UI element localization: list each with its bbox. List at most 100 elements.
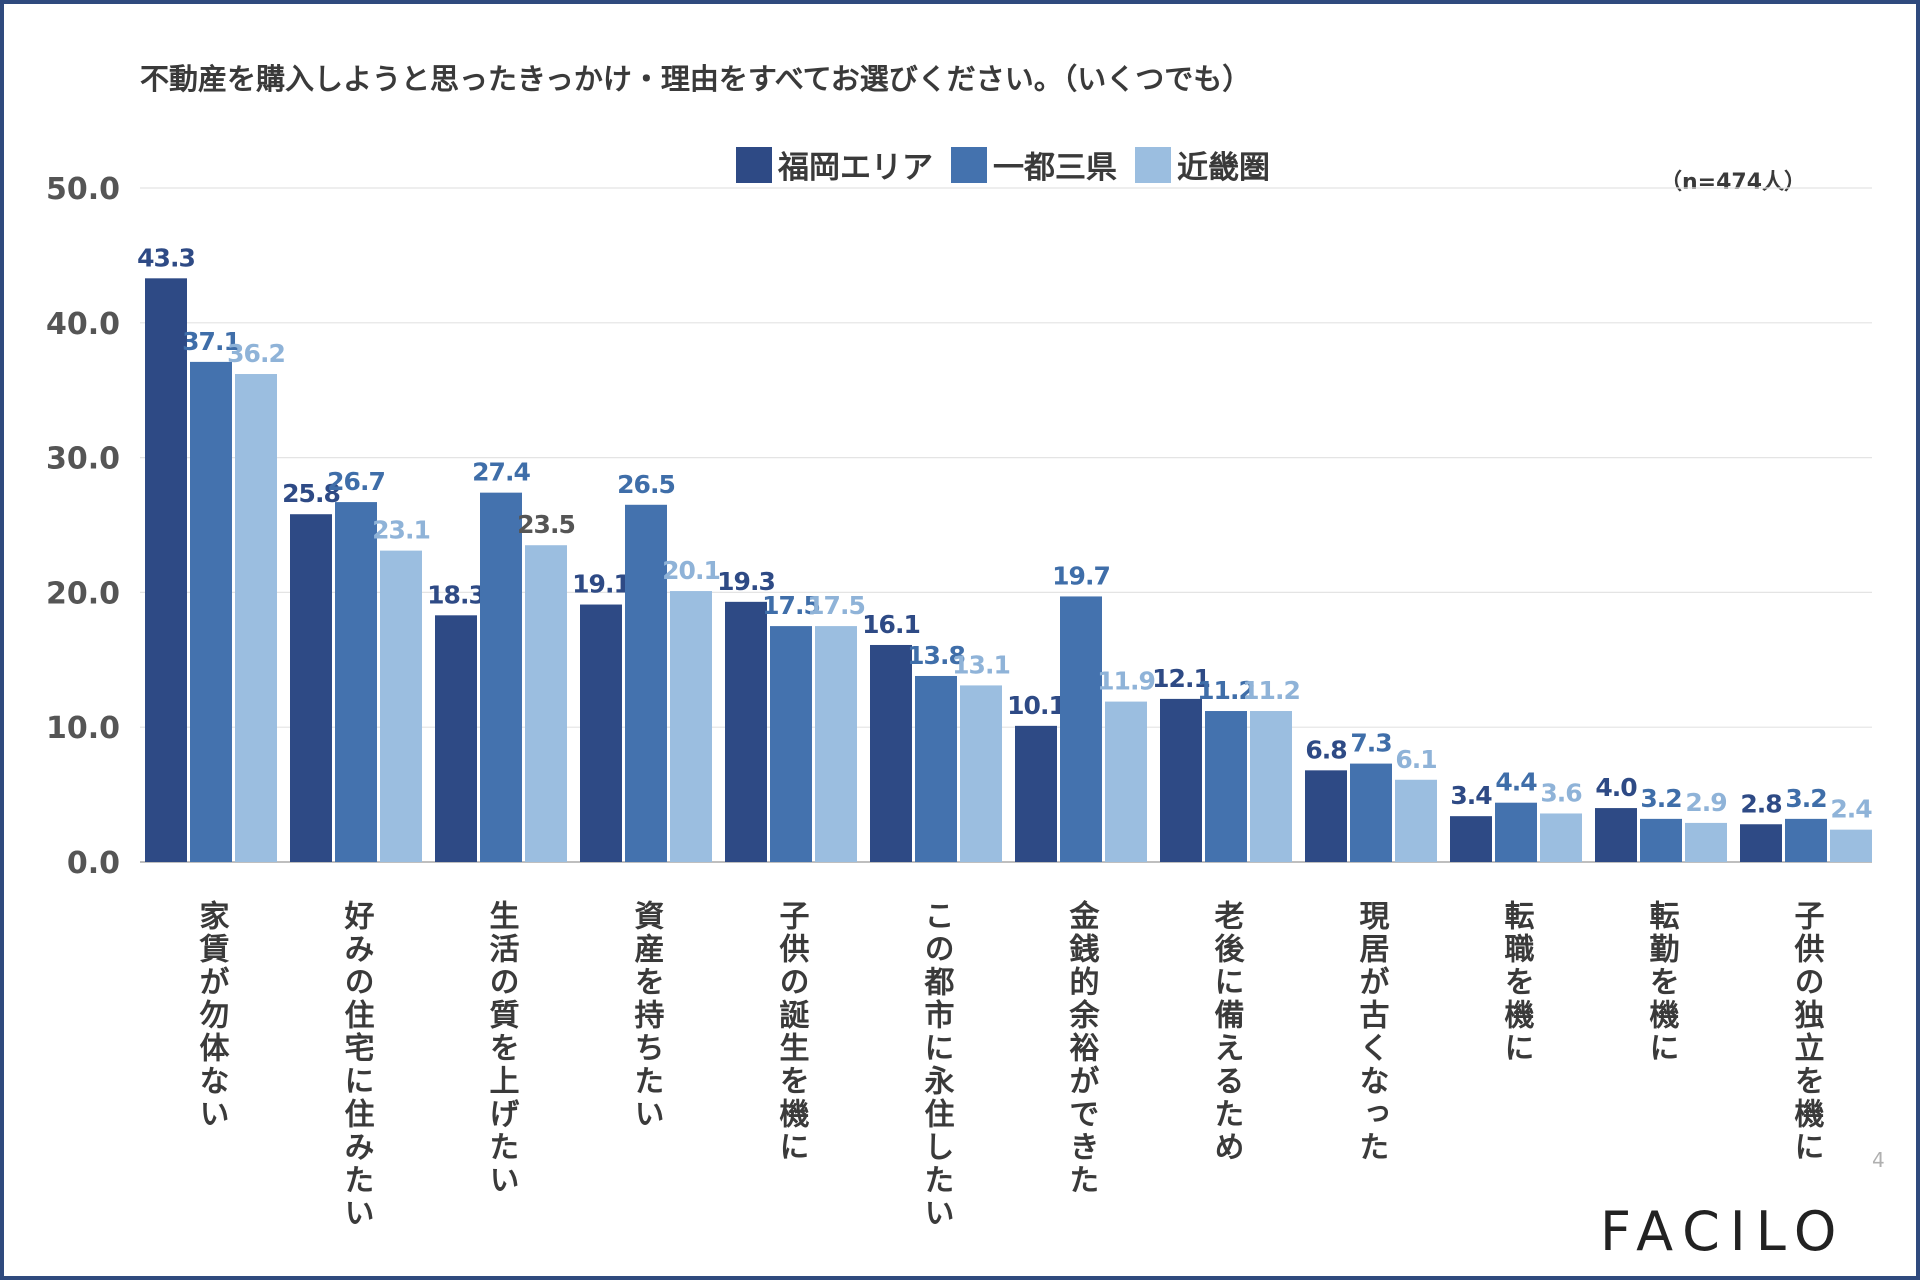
- legend-item-kinki: 近畿圏: [1135, 142, 1270, 187]
- bar: [1305, 770, 1347, 862]
- data-label: 26.7: [327, 467, 385, 496]
- data-label: 11.9: [1097, 667, 1155, 696]
- category-label: 生活の質を上げたい: [484, 900, 520, 1197]
- data-label: 6.8: [1305, 735, 1346, 764]
- legend-swatch-kinki: [1135, 146, 1171, 183]
- bar: [1350, 763, 1392, 862]
- data-label: 4.4: [1495, 768, 1537, 797]
- data-label: 20.1: [662, 556, 720, 585]
- legend-item-fukuoka: 福岡エリア: [736, 142, 933, 187]
- bar: [290, 514, 332, 862]
- category-label: 子供の独立を機に: [1789, 900, 1826, 1164]
- bar: [960, 685, 1002, 862]
- data-label: 4.0: [1595, 773, 1637, 802]
- y-tick-label: 0.0: [67, 846, 120, 881]
- category-label: 転勤を機に: [1644, 900, 1680, 1065]
- legend-swatch-tokyo: [951, 146, 987, 183]
- data-label: 19.7: [1052, 561, 1110, 590]
- bar: [625, 504, 667, 862]
- bar: [1595, 808, 1637, 862]
- category-label: 金銭的余裕ができた: [1064, 899, 1101, 1197]
- category-label: 老後に備えるため: [1209, 900, 1245, 1164]
- bar: [190, 361, 232, 862]
- bar: [525, 545, 567, 862]
- bar: [580, 604, 622, 862]
- y-tick-label: 50.0: [46, 172, 120, 207]
- page-number: 4: [1872, 1148, 1885, 1172]
- data-label: 11.2: [1197, 676, 1255, 705]
- data-label: 19.3: [717, 567, 775, 596]
- category-label: 好みの住宅に住みたい: [339, 900, 376, 1230]
- bar: [1160, 698, 1202, 862]
- bar: [1785, 818, 1827, 862]
- bar: [770, 626, 812, 862]
- data-label: 2.8: [1740, 789, 1781, 818]
- data-label: 10.1: [1007, 691, 1065, 720]
- legend-label-tokyo: 一都三県: [993, 150, 1117, 186]
- category-label: 現居が古くなった: [1354, 900, 1390, 1164]
- bar: [1450, 816, 1492, 862]
- bar: [1495, 802, 1537, 862]
- bar: [670, 591, 712, 862]
- category-label: 転職を機に: [1499, 900, 1535, 1065]
- data-label: 26.5: [617, 470, 675, 499]
- data-label: 6.1: [1395, 745, 1436, 774]
- category-label: 子供の誕生を機に: [774, 900, 811, 1164]
- bar: [1205, 711, 1247, 862]
- bar: [1740, 824, 1782, 862]
- bar: [1105, 701, 1147, 862]
- data-label: 13.1: [952, 650, 1010, 679]
- bar: [1250, 711, 1292, 862]
- bar: [915, 675, 957, 862]
- data-label: 23.1: [372, 516, 430, 545]
- y-tick-label: 10.0: [46, 711, 120, 746]
- category-label: 資産を持ちたい: [629, 900, 665, 1131]
- bar: [1640, 818, 1682, 862]
- data-label: 11.2: [1242, 676, 1300, 705]
- data-label: 16.1: [862, 610, 920, 639]
- sample-size-note: （n=474人）: [1660, 170, 1807, 195]
- data-label: 3.2: [1785, 784, 1826, 813]
- bar: [1395, 779, 1437, 862]
- data-label: 19.1: [572, 570, 630, 599]
- chart-legend: 福岡エリア 一都三県 近畿圏: [736, 142, 1288, 187]
- bar: [1015, 725, 1057, 862]
- y-tick-label: 40.0: [46, 307, 120, 342]
- bar: [435, 615, 477, 862]
- y-tick-label: 30.0: [46, 442, 120, 477]
- data-label: 43.3: [137, 243, 195, 272]
- data-label: 3.4: [1450, 781, 1492, 810]
- bar: [380, 550, 422, 862]
- legend-item-tokyo: 一都三県: [951, 142, 1117, 187]
- data-label: 36.2: [227, 339, 285, 368]
- data-label: 2.4: [1830, 795, 1872, 824]
- data-label: 18.3: [427, 580, 485, 609]
- data-label: 25.8: [282, 479, 340, 508]
- category-label: この都市に永住したい: [919, 900, 956, 1230]
- bar: [145, 278, 187, 862]
- data-label: 37.1: [182, 327, 240, 356]
- bar: [1685, 822, 1727, 862]
- data-label: 7.3: [1350, 729, 1391, 758]
- data-label: 2.9: [1685, 788, 1726, 817]
- bar: [1060, 596, 1102, 862]
- bar: [335, 502, 377, 862]
- data-label: 23.5: [517, 510, 575, 539]
- legend-swatch-fukuoka: [736, 146, 772, 183]
- category-label: 家賃が勿体ない: [194, 900, 231, 1131]
- data-label: 3.2: [1640, 784, 1681, 813]
- legend-label-kinki: 近畿圏: [1177, 150, 1270, 186]
- data-label: 27.4: [472, 458, 530, 487]
- bar: [1540, 813, 1582, 862]
- chart-title: 不動産を購入しようと思ったきっかけ・理由をすべてお選びください。（いくつでも）: [140, 62, 1252, 96]
- data-label: 17.5: [762, 591, 820, 620]
- y-tick-label: 20.0: [46, 576, 120, 611]
- bar-chart: 0.0 10.0 20.0 30.0 40.0 50.0 43.3 37.136.2 家賃が勿体…: [46, 172, 1873, 1230]
- data-label: 13.8: [907, 641, 965, 670]
- bar: [235, 374, 277, 862]
- bar: [480, 492, 522, 862]
- bar: [725, 601, 767, 862]
- bar: [870, 644, 912, 862]
- data-label: 3.6: [1540, 778, 1582, 807]
